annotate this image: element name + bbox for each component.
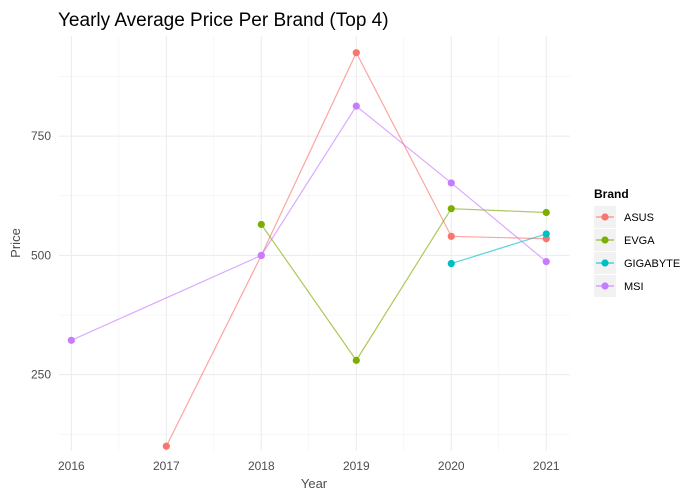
data-point xyxy=(447,205,455,213)
data-point xyxy=(257,251,265,260)
legend-label: MSI xyxy=(624,281,644,293)
x-tick-label: 2018 xyxy=(248,459,275,473)
y-tick-label: 750 xyxy=(31,129,51,143)
series-msi xyxy=(67,102,550,344)
series-line xyxy=(260,208,547,362)
y-tick-label: 500 xyxy=(31,248,51,262)
y-axis-ticks: 250 500 750 xyxy=(31,129,51,382)
x-tick-label: 2016 xyxy=(58,459,85,473)
y-tick-label: 250 xyxy=(31,368,51,382)
legend: Brand ASUS EVGA GIGABYTE MSI xyxy=(594,187,680,297)
legend-key-point xyxy=(601,236,609,244)
series-line xyxy=(451,233,547,265)
legend-label: EVGA xyxy=(624,235,655,247)
series-lines xyxy=(67,49,550,450)
x-axis-ticks: 2016 2017 2018 2019 2020 2021 xyxy=(58,459,560,473)
legend-item-msi: MSI xyxy=(594,275,644,297)
legend-label: GIGABYTE xyxy=(624,258,680,270)
x-tick-label: 2017 xyxy=(153,459,180,473)
data-point xyxy=(67,336,75,344)
data-point xyxy=(447,179,455,187)
data-point xyxy=(352,356,360,364)
x-tick-label: 2019 xyxy=(343,459,370,473)
data-point xyxy=(542,258,550,266)
legend-key-point xyxy=(601,282,609,290)
legend-key-point xyxy=(601,213,609,221)
series-gigabyte xyxy=(447,230,550,268)
legend-key-point xyxy=(601,259,609,267)
data-point xyxy=(542,208,550,217)
data-point xyxy=(257,220,265,229)
x-tick-label: 2020 xyxy=(438,459,465,473)
data-point xyxy=(352,102,360,110)
data-point xyxy=(447,232,455,240)
x-tick-label: 2021 xyxy=(533,459,560,473)
legend-item-gigabyte: GIGABYTE xyxy=(594,252,680,274)
series-evga xyxy=(257,205,550,364)
legend-item-evga: EVGA xyxy=(594,229,655,251)
data-point xyxy=(542,230,550,238)
legend-title: Brand xyxy=(594,187,629,201)
chart-title: Yearly Average Price Per Brand (Top 4) xyxy=(58,10,389,31)
data-point xyxy=(447,259,455,268)
grid xyxy=(59,36,570,451)
legend-label: ASUS xyxy=(624,212,654,224)
data-point xyxy=(352,49,360,57)
x-axis-title: Year xyxy=(301,476,328,491)
legend-item-asus: ASUS xyxy=(594,206,654,228)
y-axis-title: Price xyxy=(8,228,23,258)
data-point xyxy=(162,442,170,450)
